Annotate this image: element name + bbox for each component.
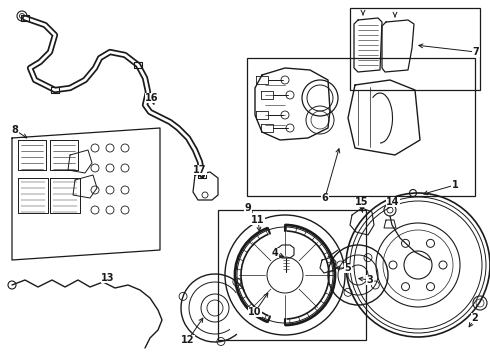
Bar	[218, 210, 366, 340]
Text: 7: 7	[473, 47, 479, 57]
Text: 11: 11	[251, 215, 265, 225]
Text: 5: 5	[344, 263, 351, 273]
Text: 10: 10	[248, 307, 262, 317]
Text: 1: 1	[452, 180, 458, 190]
Text: 15: 15	[355, 197, 369, 207]
Text: 13: 13	[101, 273, 115, 283]
Text: 3: 3	[367, 275, 373, 285]
Text: 17: 17	[193, 165, 207, 175]
Text: 6: 6	[321, 193, 328, 203]
Text: 2: 2	[471, 313, 478, 323]
Text: 9: 9	[245, 203, 251, 213]
Text: 14: 14	[386, 197, 400, 207]
Text: 16: 16	[145, 93, 159, 103]
Bar	[350, 8, 480, 90]
Text: 8: 8	[12, 125, 19, 135]
Text: 12: 12	[181, 335, 195, 345]
Bar	[247, 58, 475, 196]
Text: 4: 4	[271, 248, 278, 258]
